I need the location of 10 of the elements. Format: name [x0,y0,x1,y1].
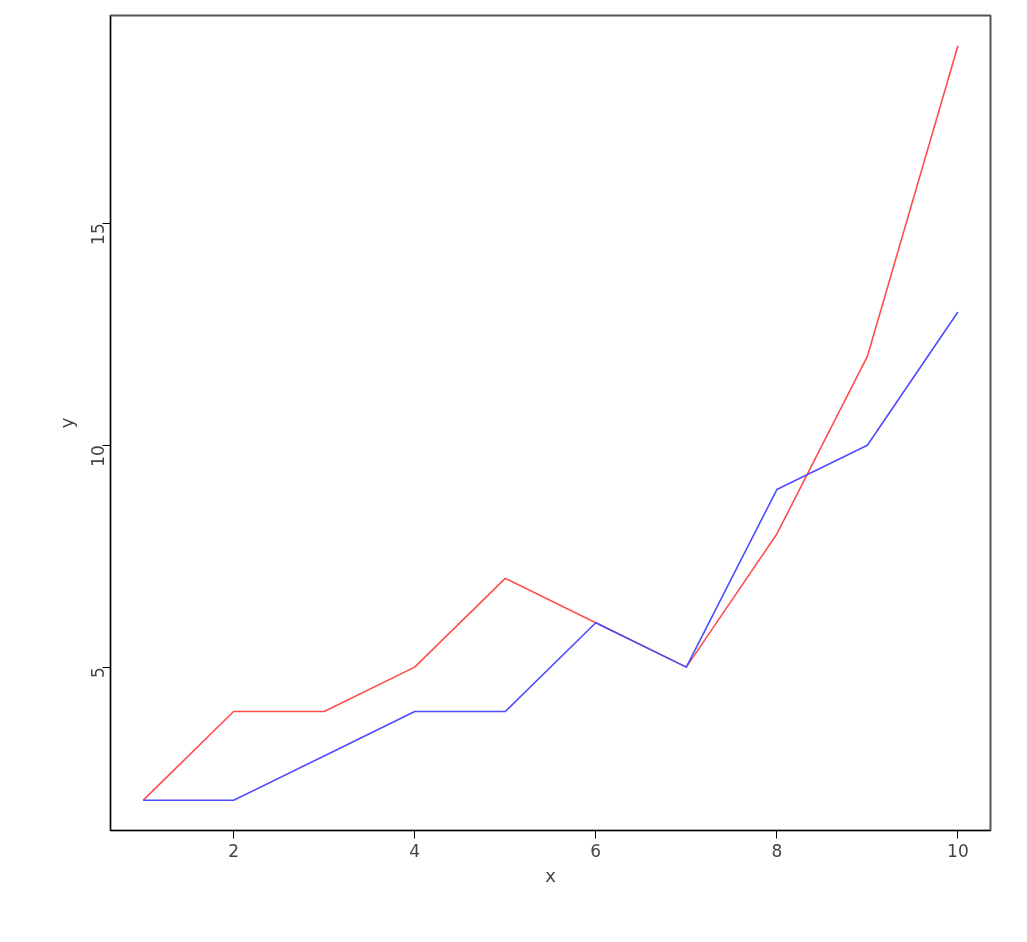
x-tick-label: 4 [409,840,421,861]
y-tick-label: 15 [88,223,108,245]
x-tick-label: 8 [771,840,783,861]
y-axis-title: y [55,417,77,429]
y-tick-label: 5 [88,667,108,678]
x-axis-title: x [545,864,557,886]
x-tick-label: 2 [228,840,240,861]
x-tick-label: 6 [590,840,602,861]
y-tick-label: 10 [88,445,108,467]
x-tick-label: 10 [947,840,969,861]
